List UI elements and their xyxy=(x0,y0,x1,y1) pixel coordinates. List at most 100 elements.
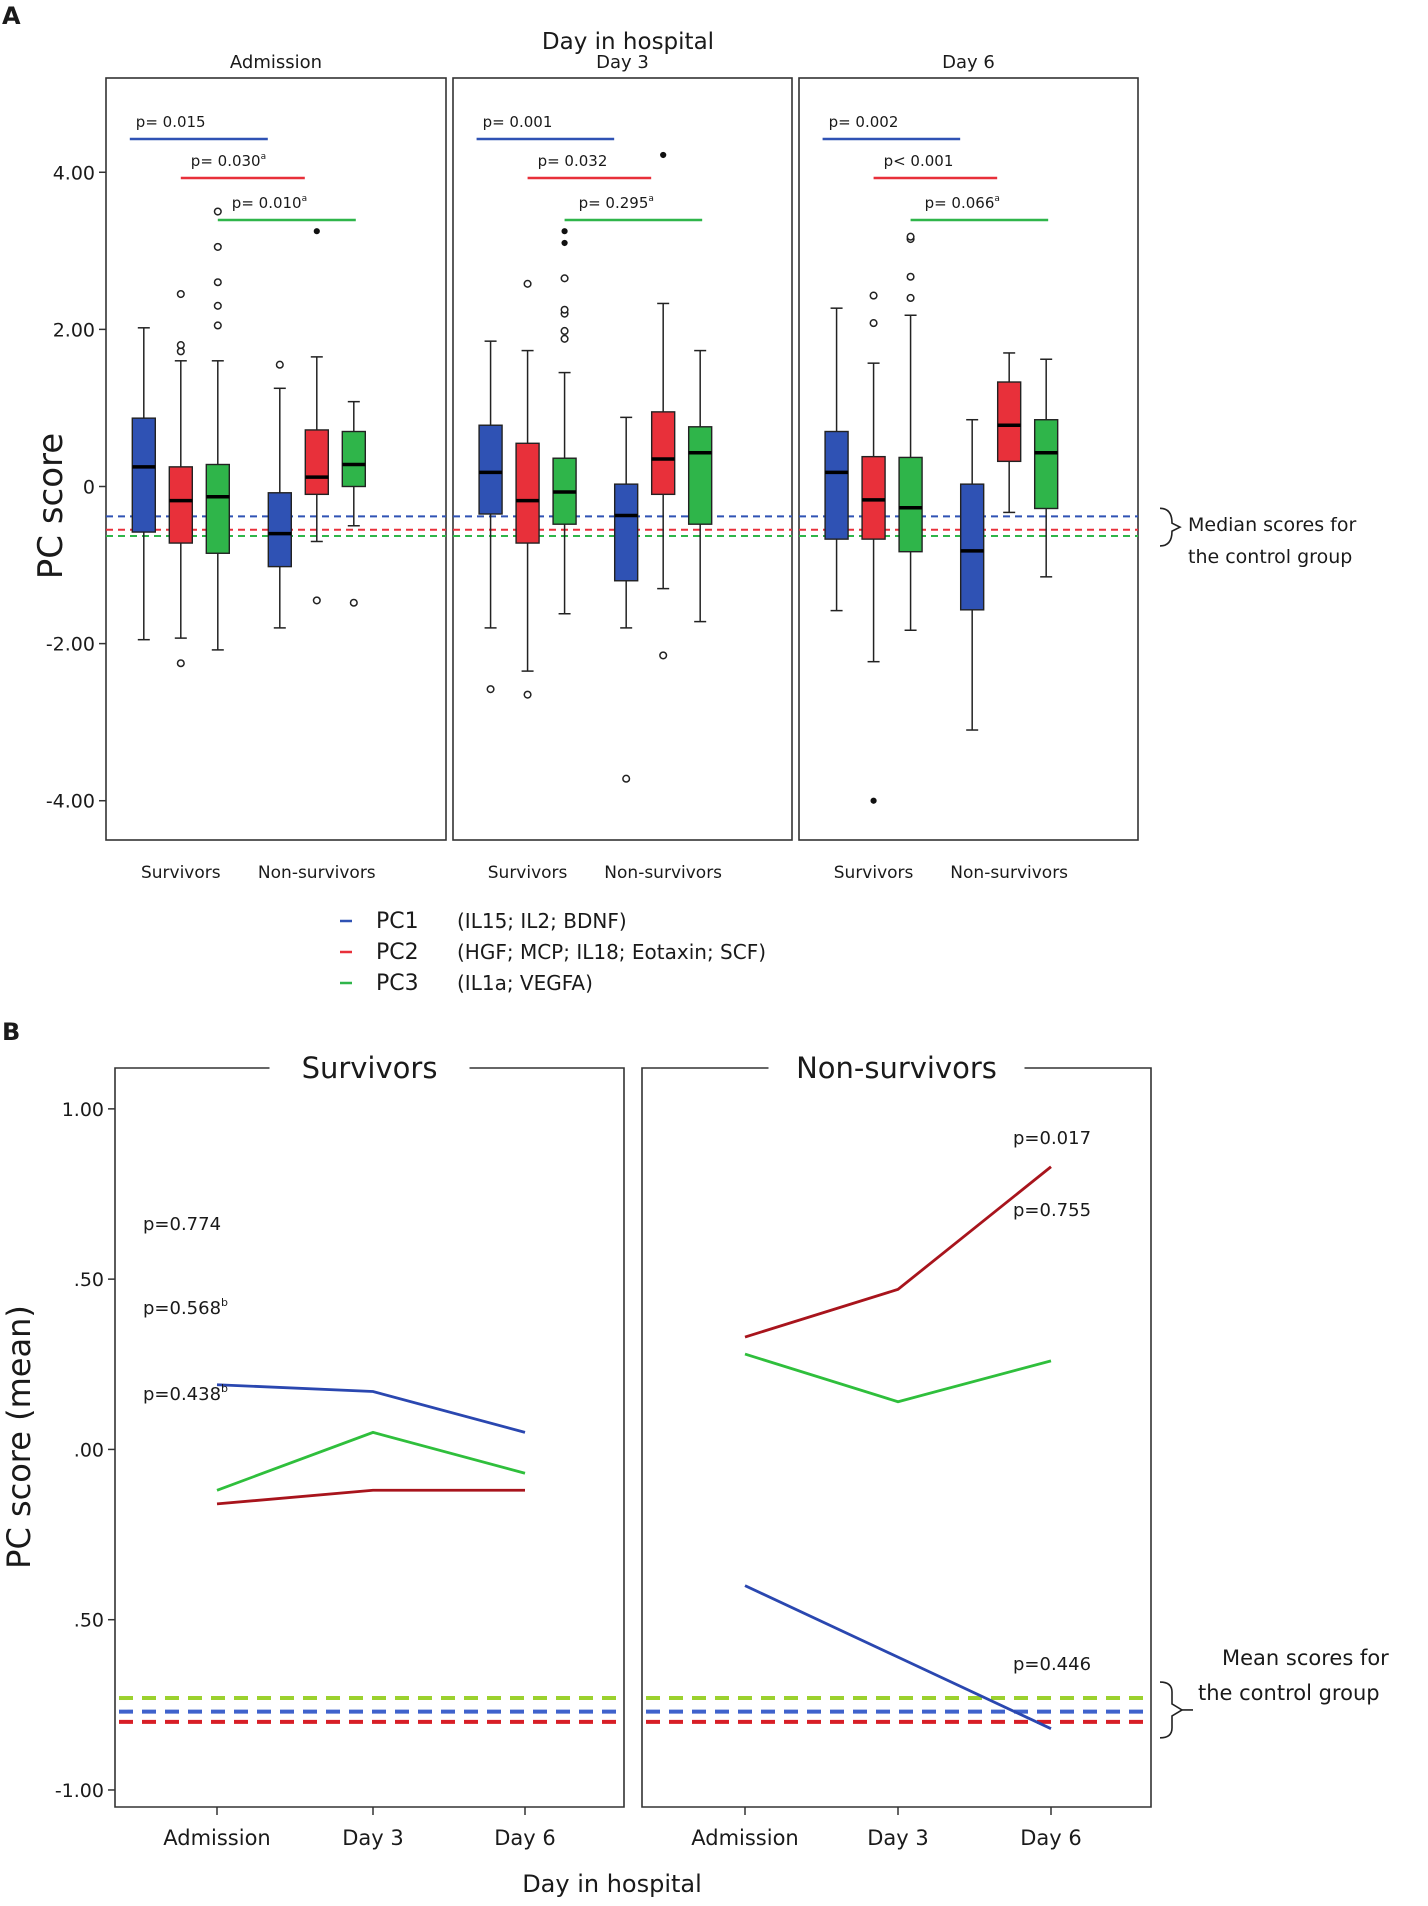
control-annotation-line1: Median scores for xyxy=(1188,514,1356,536)
outlier-point xyxy=(869,291,878,300)
y-tick-label: .50 xyxy=(74,1610,104,1632)
extreme-point xyxy=(313,228,320,235)
y-tick-label: -1.00 xyxy=(55,1780,104,1802)
legend-label: PC1 xyxy=(376,909,419,934)
panel-a-title: Day in hospital xyxy=(542,29,714,55)
series-line-pc3 xyxy=(216,1430,526,1492)
facet-label: Day 6 xyxy=(942,52,995,73)
panel-b-x-axis-label: Day in hospital xyxy=(522,1870,702,1898)
pvalue-label: p= 0.295a xyxy=(579,194,654,212)
outlier-point xyxy=(869,319,878,328)
facet-title: Survivors xyxy=(302,1051,438,1085)
facet-frame-day-3 xyxy=(452,77,793,841)
outlier-point xyxy=(486,685,495,694)
panel-a-y-axis-label: PC score xyxy=(31,433,71,579)
outlier-point xyxy=(213,301,222,310)
legend-label: PC2 xyxy=(376,940,419,965)
box-pc3-non-survivors xyxy=(687,426,713,525)
x-tick-label: Day 6 xyxy=(1020,1826,1082,1850)
x-tick-label: Day 6 xyxy=(494,1826,556,1850)
pvalue-label: p= 0.002 xyxy=(829,113,899,131)
box-pc1-non-survivors xyxy=(959,483,985,611)
outlier-point xyxy=(176,289,185,299)
outlier-point xyxy=(523,279,532,288)
pvalue-label-pc3: p=0.568b xyxy=(143,1296,228,1319)
group-label: Survivors xyxy=(834,863,914,883)
y-tick-label: -4.00 xyxy=(46,791,95,813)
outlier-point xyxy=(523,690,532,699)
pvalue-label-pc2: p=0.438b xyxy=(143,1382,228,1405)
outlier-point xyxy=(659,651,668,660)
x-tick-label: Day 3 xyxy=(867,1826,929,1850)
box-pc1-non-survivors xyxy=(267,492,292,568)
y-tick-label: 0 xyxy=(83,476,95,498)
y-tick-label: 4.00 xyxy=(53,162,95,184)
group-label: Non-survivors xyxy=(950,863,1068,883)
x-tick-label: Day 3 xyxy=(342,1826,404,1850)
outlier-point xyxy=(275,360,284,369)
pvalue-label: p= 0.015 xyxy=(136,113,206,131)
outlier-point xyxy=(906,293,915,303)
y-tick-label: .00 xyxy=(74,1439,104,1461)
y-tick-label: 2.00 xyxy=(53,319,95,341)
control-annotation-line2: the control group xyxy=(1188,546,1352,568)
facet-label: Day 3 xyxy=(596,52,649,73)
facet-frame-non-survivors xyxy=(641,1067,1152,1808)
box-pc3-non-survivors xyxy=(1033,419,1059,510)
series-line-pc3 xyxy=(744,1352,1052,1404)
pvalue-label: p< 0.001 xyxy=(884,152,954,170)
facet-frame-day-6 xyxy=(798,77,1139,841)
outlier-point xyxy=(312,596,321,605)
pvalue-label: p= 0.030a xyxy=(191,152,266,170)
box-pc1-non-survivors xyxy=(613,483,639,582)
box-pc1-survivors xyxy=(131,417,157,533)
panel-b-y-axis-label: PC score (mean) xyxy=(0,1305,38,1569)
series-line-pc1 xyxy=(744,1584,1052,1730)
group-label: Survivors xyxy=(141,863,221,883)
series-line-pc1 xyxy=(216,1383,526,1434)
panel-b-lines: PC score (mean) 1.00 .50 .00 .50 -1.00 Day in … xyxy=(0,1051,1389,1898)
y-tick-label: -2.00 xyxy=(46,634,95,656)
pvalue-label-pc1: p=0.774 xyxy=(143,1214,221,1235)
pvalue-label: p= 0.066a xyxy=(925,194,1000,212)
outlier-point xyxy=(176,341,185,350)
panel-a-letter: A xyxy=(2,2,21,30)
outlier-point xyxy=(213,321,222,330)
box-pc2-survivors xyxy=(861,455,886,540)
box-pc2-non-survivors xyxy=(996,381,1022,463)
facet-frame-admission xyxy=(105,77,447,841)
box-pc2-non-survivors xyxy=(650,411,676,496)
outlier-point xyxy=(622,774,631,783)
outlier-point xyxy=(560,305,569,314)
outlier-point xyxy=(560,274,569,283)
box-pc2-survivors xyxy=(168,466,194,544)
panel-a-boxplots: Day in hospital PC score 4.00 2.00 0 -2.00 -4.… xyxy=(31,29,1356,996)
outlier-point xyxy=(176,659,185,668)
legend-label: PC3 xyxy=(376,971,419,996)
x-tick-label: Admission xyxy=(691,1826,799,1850)
box-pc2-non-survivors xyxy=(304,429,329,496)
outlier-point xyxy=(906,272,915,281)
outlier-point xyxy=(560,326,569,336)
pvalue-label: p= 0.010a xyxy=(232,194,307,212)
control-bracket xyxy=(1159,1681,1184,1739)
group-label: Non-survivors xyxy=(604,863,722,883)
series-line-pc2 xyxy=(216,1488,525,1506)
group-label: Non-survivors xyxy=(258,863,376,883)
pvalue-label-pc3: p=0.755 xyxy=(1013,1200,1091,1221)
legend-detail: (IL1a; VEGFA) xyxy=(457,971,593,995)
facet-frame-survivors xyxy=(114,1067,625,1808)
legend-detail: (IL15; IL2; BDNF) xyxy=(457,909,627,933)
box-pc1-survivors xyxy=(478,424,503,515)
outlier-point xyxy=(213,207,222,216)
legend-detail: (HGF; MCP; IL18; Eotaxin; SCF) xyxy=(457,940,766,964)
outlier-point xyxy=(213,242,222,251)
extreme-point xyxy=(561,228,568,235)
outlier-point xyxy=(213,278,222,287)
x-tick-label: Admission xyxy=(163,1826,271,1850)
box-pc2-survivors xyxy=(515,442,540,544)
pvalue-label-pc2: p=0.017 xyxy=(1013,1128,1091,1149)
outlier-point xyxy=(349,598,358,607)
facet-label: Admission xyxy=(230,52,322,73)
